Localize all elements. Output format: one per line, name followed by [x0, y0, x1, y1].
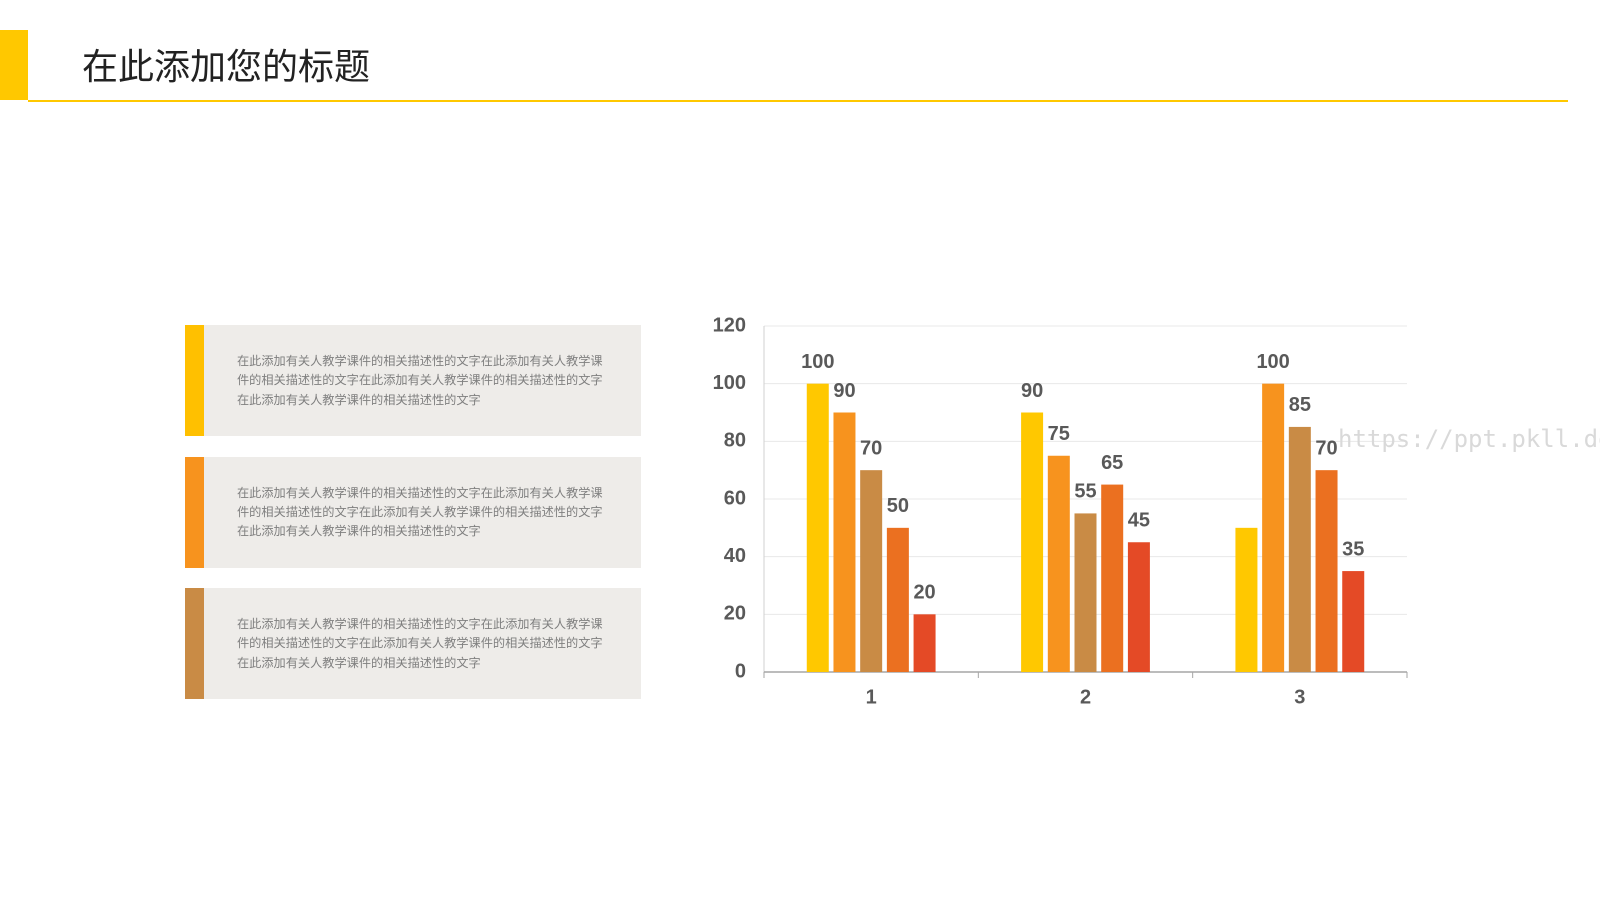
y-tick-label: 40: [724, 545, 746, 567]
data-label: 100: [801, 351, 834, 373]
data-label: 50: [887, 495, 909, 517]
data-label: 55: [1074, 481, 1096, 503]
bar: [1127, 542, 1150, 672]
text-box: 在此添加有关人教学课件的相关描述性的文字在此添加有关人教学课件的相关描述性的文字…: [185, 588, 641, 699]
x-tick-label: 3: [1294, 686, 1305, 708]
y-tick-label: 0: [735, 660, 746, 682]
y-tick-label: 20: [724, 603, 746, 625]
data-label: 35: [1342, 538, 1364, 560]
data-label: 45: [1128, 510, 1150, 532]
data-label: 90: [833, 380, 855, 402]
data-label: 75: [1048, 423, 1070, 445]
y-tick-label: 80: [724, 430, 746, 452]
title-accent: [0, 30, 28, 100]
bar: [913, 614, 936, 672]
y-tick-label: 60: [724, 487, 746, 509]
data-label: 20: [913, 582, 935, 604]
data-label: 70: [1315, 437, 1337, 459]
bar: [833, 412, 856, 672]
bar: [1235, 527, 1258, 672]
bar: [1262, 383, 1285, 672]
bar: [1288, 426, 1311, 672]
data-label: 65: [1101, 452, 1123, 474]
watermark: https://ppt.pkll.de: [1338, 425, 1600, 453]
bar: [1047, 455, 1070, 672]
text-box: 在此添加有关人教学课件的相关描述性的文字在此添加有关人教学课件的相关描述性的文字…: [185, 456, 641, 568]
text-box: 在此添加有关人教学课件的相关描述性的文字在此添加有关人教学课件的相关描述性的文字…: [185, 325, 641, 436]
bar: [1315, 470, 1338, 672]
bar: [1101, 484, 1124, 672]
data-label: 85: [1289, 394, 1311, 416]
bar: [886, 527, 909, 672]
bar: [860, 470, 883, 672]
box-text: 在此添加有关人教学课件的相关描述性的文字在此添加有关人教学课件的相关描述性的文字…: [237, 617, 603, 670]
title-rule: [28, 100, 1568, 102]
y-tick-label: 120: [713, 314, 746, 336]
data-label: 100: [1256, 351, 1289, 373]
data-label: 70: [860, 437, 882, 459]
box-accent: [185, 456, 204, 568]
data-label: 90: [1021, 380, 1043, 402]
box-accent: [185, 588, 204, 699]
bar: [806, 383, 829, 672]
bar: [1021, 412, 1044, 672]
title: 在此添加您的标题: [82, 47, 371, 88]
bar: [1074, 513, 1097, 672]
box-text: 在此添加有关人教学课件的相关描述性的文字在此添加有关人教学课件的相关描述性的文字…: [237, 354, 603, 407]
x-tick-label: 1: [866, 686, 877, 708]
bar: [1342, 571, 1365, 672]
x-tick-label: 2: [1080, 686, 1091, 708]
y-tick-label: 100: [713, 372, 746, 394]
box-accent: [185, 325, 204, 436]
box-text: 在此添加有关人教学课件的相关描述性的文字在此添加有关人教学课件的相关描述性的文字…: [237, 485, 603, 539]
